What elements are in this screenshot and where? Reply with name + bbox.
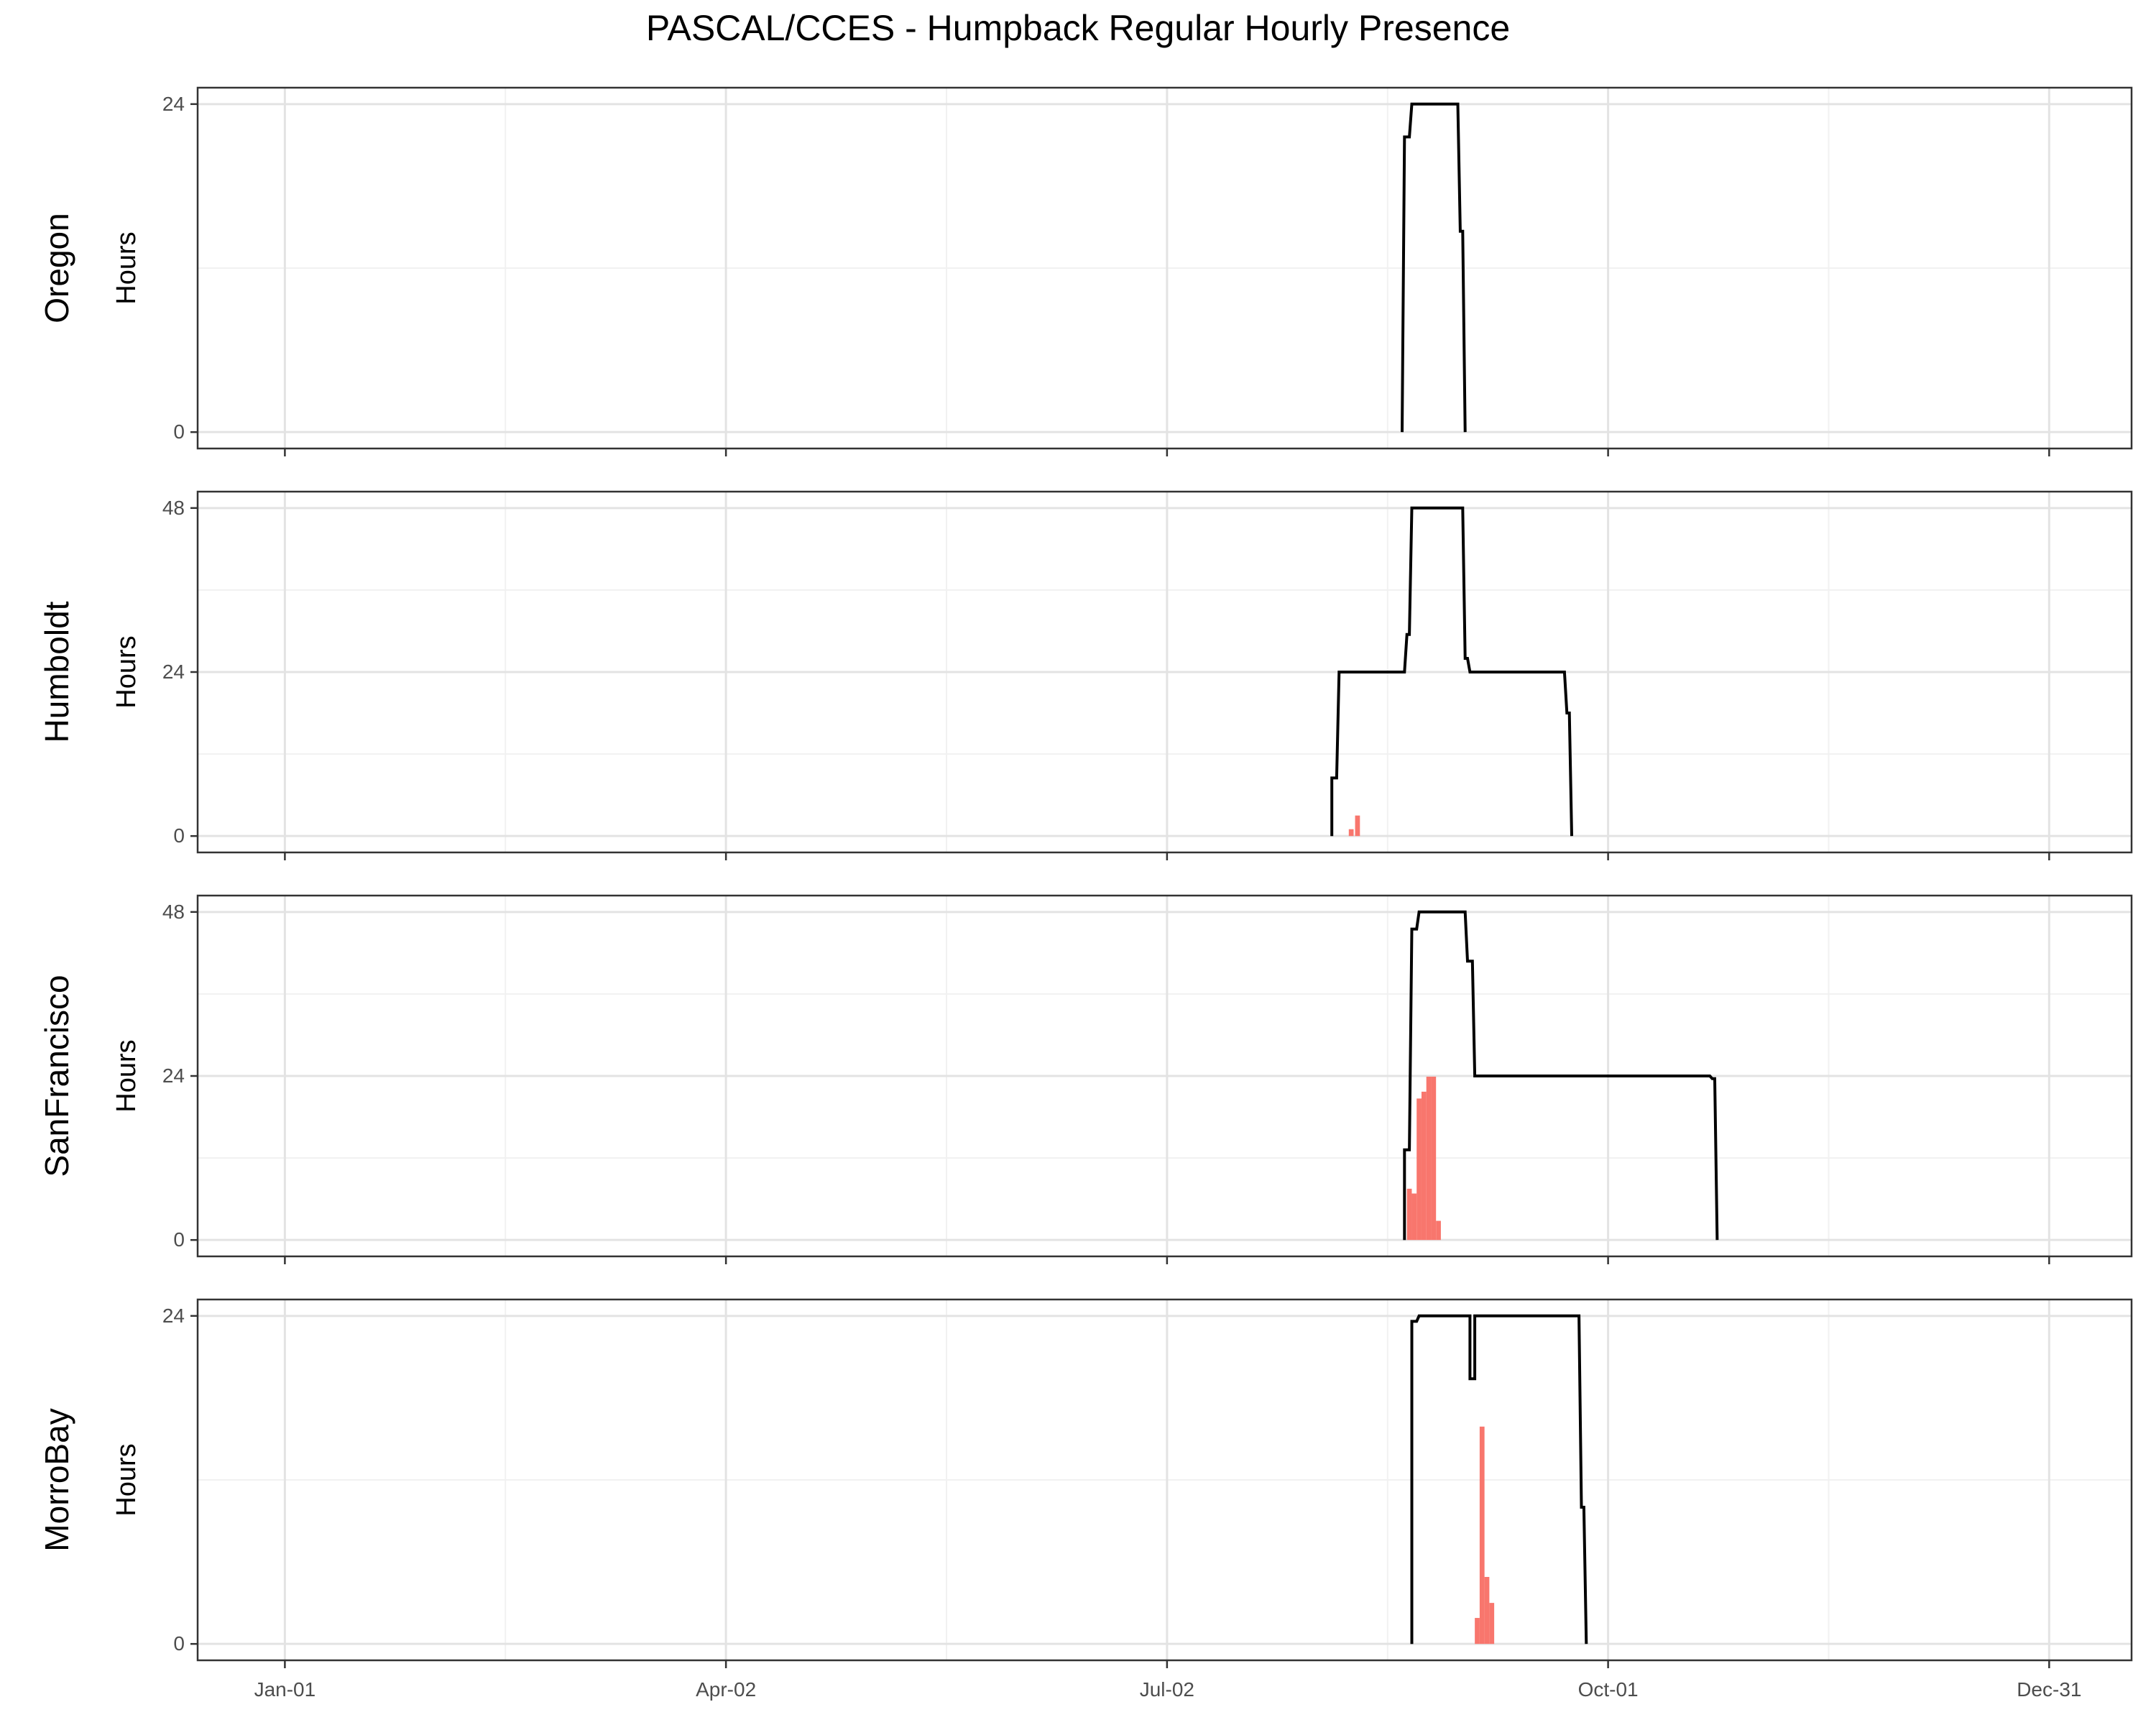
- y-axis-title: Hours: [111, 231, 142, 304]
- panel-sanfrancisco: 0 24 48 Hours SanFrancisco: [38, 894, 2133, 1264]
- y-tick-label: 48: [162, 901, 185, 923]
- panel-oregon: 0 24 Hours Oregon: [38, 86, 2133, 456]
- y-tick-label: 24: [162, 1305, 185, 1327]
- panel-morrobay: 0 24 Hours MorroBay: [38, 1298, 2133, 1668]
- y-tick-label: 0: [173, 420, 185, 443]
- panels-layer: 0 24 Hours Oregon 0 24 48 Hours Humboldt 0 24 48 Hou…: [38, 86, 2133, 1701]
- bar-humboldt: [1355, 815, 1360, 837]
- line-oregon: [1401, 102, 1467, 433]
- bar-sanfrancisco: [1426, 1076, 1432, 1241]
- x-tick-label: Jul-02: [1140, 1678, 1194, 1701]
- bar-sanfrancisco: [1421, 1091, 1427, 1241]
- facet-label: SanFrancisco: [38, 975, 75, 1177]
- facet-label: Oregon: [38, 213, 75, 323]
- y-tick-label: 0: [173, 824, 185, 847]
- bar-sanfrancisco: [1431, 1076, 1437, 1241]
- y-axis-title: Hours: [111, 1443, 142, 1516]
- bar-sanfrancisco: [1406, 1188, 1412, 1241]
- x-tick-label: Jan-01: [254, 1678, 316, 1701]
- y-tick-label: 0: [173, 1228, 185, 1251]
- x-tick-label: Dec-31: [2017, 1678, 2081, 1701]
- bar-morrobay: [1475, 1618, 1480, 1644]
- y-tick-label: 24: [162, 1064, 185, 1087]
- y-tick-label: 24: [162, 661, 185, 683]
- bar-morrobay: [1479, 1426, 1485, 1644]
- bar-sanfrancisco: [1436, 1220, 1441, 1241]
- x-tick-label: Apr-02: [696, 1678, 756, 1701]
- bar-sanfrancisco: [1416, 1098, 1422, 1241]
- bar-sanfrancisco: [1411, 1193, 1417, 1241]
- y-axis-title: Hours: [111, 635, 142, 708]
- facet-label: Humboldt: [38, 601, 75, 742]
- panel-border: [196, 1298, 2133, 1662]
- bar-morrobay: [1489, 1603, 1495, 1644]
- bar-humboldt: [1348, 829, 1354, 837]
- line-morrobay: [1410, 1314, 1588, 1644]
- panel-border: [196, 86, 2133, 450]
- y-tick-label: 24: [162, 93, 185, 115]
- y-tick-label: 0: [173, 1632, 185, 1655]
- line-humboldt: [1330, 506, 1573, 837]
- line-sanfrancisco: [1403, 910, 1719, 1241]
- x-tick-label: Oct-01: [1578, 1678, 1639, 1701]
- bar-morrobay: [1484, 1577, 1490, 1644]
- y-axis-title: Hours: [111, 1039, 142, 1112]
- y-tick-label: 48: [162, 497, 185, 519]
- facet-label: MorroBay: [38, 1408, 75, 1551]
- chart-title: PASCAL/CCES - Humpback Regular Hourly Pr…: [646, 8, 1510, 48]
- panel-humboldt: 0 24 48 Hours Humboldt: [38, 490, 2133, 860]
